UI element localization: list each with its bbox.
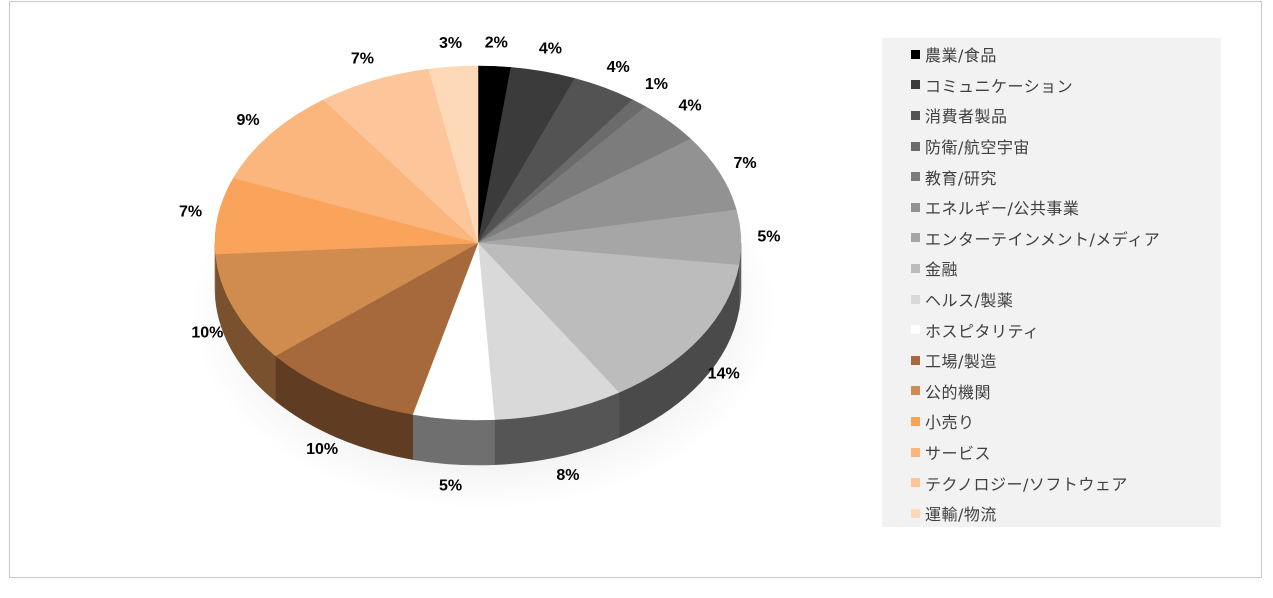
legend-label: エンターテインメント/メディア — [925, 229, 1161, 249]
legend-item: サービス — [882, 437, 1221, 468]
pie-data-label: 4% — [539, 40, 562, 57]
legend-swatch — [911, 110, 920, 120]
legend-label: 運輸/物流 — [925, 505, 997, 525]
legend-label: 公的機関 — [925, 382, 992, 402]
pie-data-label: 9% — [237, 112, 260, 129]
pie-slice — [477, 242, 620, 420]
legend-swatch — [911, 294, 920, 304]
legend-swatch — [911, 202, 920, 212]
legend-item: エンターテインメント/メディア — [882, 223, 1221, 254]
legend-swatch — [911, 233, 920, 243]
legend-item: 教育/研究 — [882, 161, 1221, 192]
legend-label: 教育/研究 — [925, 168, 997, 188]
legend-item: 防衛/航空宇宙 — [882, 131, 1221, 162]
pie-data-label: 4% — [607, 59, 630, 76]
pie-slice — [215, 242, 479, 357]
legend-item: 運輸/物流 — [882, 498, 1221, 529]
legend-item: 小売り — [882, 406, 1221, 437]
legend-item: 農業/食品 — [882, 39, 1221, 70]
legend-item: エネルギー/公共事業 — [882, 192, 1221, 223]
legend-swatch — [911, 416, 920, 426]
pie-data-label: 3% — [439, 35, 462, 52]
legend-label: 工場/製造 — [925, 352, 997, 372]
legend-item: 公的機関 — [882, 376, 1221, 407]
pie-data-label: 5% — [757, 229, 780, 246]
legend-label: 金融 — [925, 260, 959, 280]
legend-swatch — [911, 49, 920, 59]
legend-swatch — [911, 263, 920, 273]
legend-label: テクノロジー/ソフトウェア — [925, 474, 1128, 494]
chart-legend: 農業/食品 コミュニケーション 消費者製品 防衛/航空宇宙 教育/研究 エネルギ… — [882, 38, 1221, 527]
pie-slice — [233, 99, 479, 244]
legend-label: サービス — [925, 444, 992, 464]
legend-swatch — [911, 325, 920, 335]
pie-slice — [428, 65, 479, 244]
legend-label: 農業/食品 — [925, 46, 997, 66]
pie-slice — [477, 242, 740, 393]
legend-label: 小売り — [925, 413, 975, 433]
pie-data-label: 14% — [708, 366, 740, 383]
legend-swatch — [911, 80, 920, 90]
legend-swatch — [911, 141, 920, 151]
legend-label: 防衛/航空宇宙 — [925, 138, 1030, 158]
legend-item: ホスピタリティ — [882, 314, 1221, 345]
legend-swatch — [911, 172, 920, 182]
legend-item: テクノロジー/ソフトウェア — [882, 467, 1221, 498]
legend-swatch — [911, 508, 920, 518]
pie-slice — [477, 138, 737, 244]
legend-label: エネルギー/公共事業 — [925, 199, 1080, 219]
legend-item: 金融 — [882, 253, 1221, 284]
pie-data-label: 10% — [191, 325, 223, 342]
pie-data-label: 7% — [179, 204, 202, 221]
pie-data-label: 2% — [485, 34, 508, 51]
legend-item: 消費者製品 — [882, 100, 1221, 131]
pie-data-label: 7% — [351, 51, 374, 68]
pie-slice-side — [412, 414, 495, 466]
pie-data-label: 4% — [679, 97, 702, 114]
pie-data-label: 10% — [306, 441, 338, 458]
legend-item: コミュニケーション — [882, 70, 1221, 101]
legend-swatch — [911, 447, 920, 457]
pie-slice — [214, 177, 479, 255]
pie-data-label: 1% — [645, 76, 668, 93]
pie-data-label: 7% — [734, 155, 757, 172]
legend-item: ヘルス/製薬 — [882, 284, 1221, 315]
legend-swatch — [911, 355, 920, 365]
legend-swatch — [911, 478, 920, 488]
pie-data-label: 8% — [556, 467, 579, 484]
legend-label: ホスピタリティ — [925, 321, 1040, 341]
legend-label: 消費者製品 — [925, 107, 1008, 127]
legend-label: ヘルス/製薬 — [925, 291, 1014, 311]
pie-data-label: 5% — [439, 478, 462, 495]
legend-swatch — [911, 386, 920, 396]
pie-slice — [274, 242, 479, 415]
pie-slice — [322, 68, 479, 244]
legend-item: 工場/製造 — [882, 345, 1221, 376]
legend-label: コミュニケーション — [925, 76, 1074, 96]
